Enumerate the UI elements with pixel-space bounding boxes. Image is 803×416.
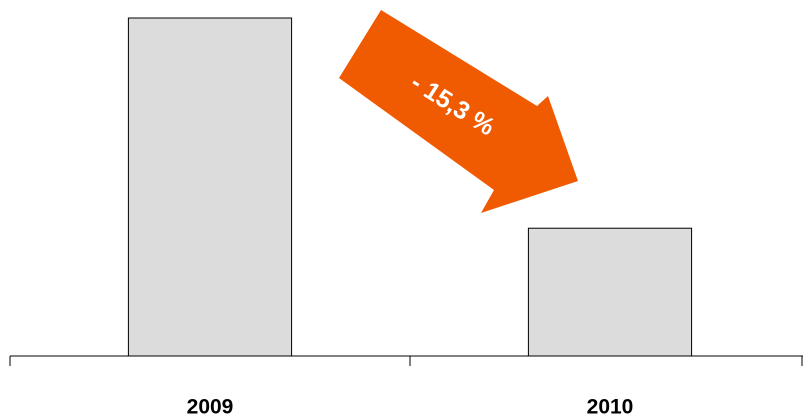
- x-tick-label: 2009: [187, 396, 234, 416]
- x-tick-label: 2010: [587, 396, 634, 416]
- bar: [127, 17, 293, 357]
- arrow: [339, 10, 578, 213]
- bar: [527, 227, 693, 357]
